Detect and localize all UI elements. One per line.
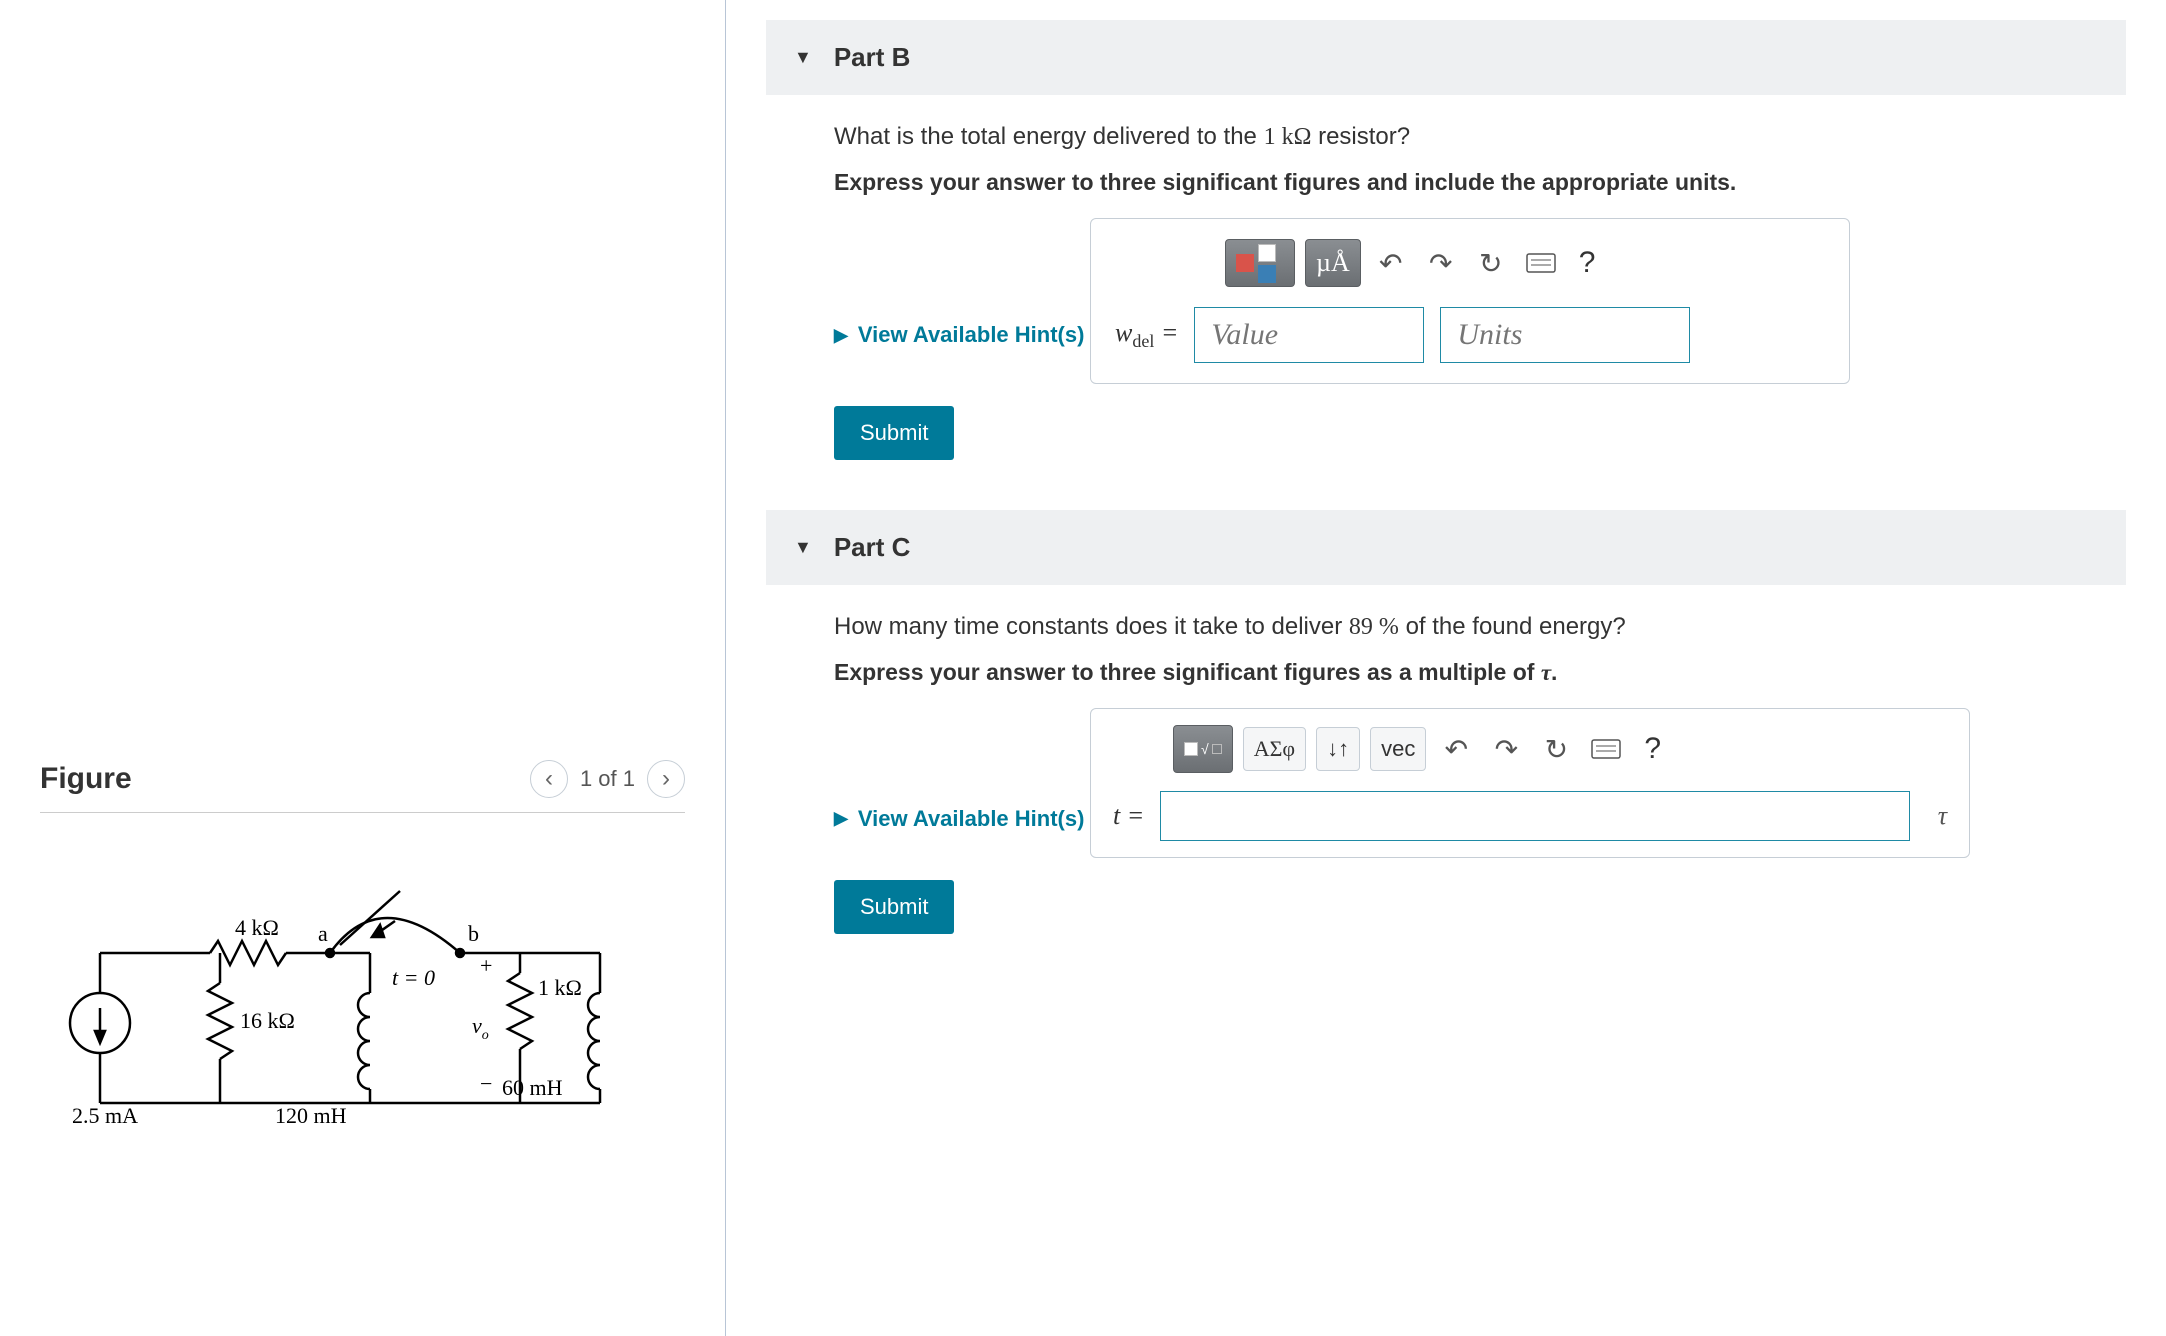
- l1-label: 120 mH: [275, 1103, 347, 1128]
- r3-label: 1 kΩ: [538, 975, 582, 1000]
- vector-button[interactable]: vec: [1370, 727, 1426, 771]
- part-c-body: How many time constants does it take to …: [766, 585, 2126, 944]
- part-b-input-row: wdel =: [1115, 307, 1825, 363]
- redo-icon: ↷: [1495, 733, 1518, 766]
- figure-prev-button[interactable]: ‹: [530, 760, 568, 798]
- keyboard-button[interactable]: [1521, 243, 1561, 283]
- units-icon: µÅ: [1316, 248, 1350, 278]
- redo-button[interactable]: ↷: [1486, 729, 1526, 769]
- subscript-button[interactable]: ↓↑: [1316, 727, 1360, 771]
- part-b-question: What is the total energy delivered to th…: [834, 123, 2098, 151]
- units-picker-button[interactable]: µÅ: [1305, 239, 1361, 287]
- reset-icon: ↻: [1479, 247, 1502, 280]
- r1-label: 4 kΩ: [235, 915, 279, 940]
- undo-icon: ↶: [1445, 733, 1468, 766]
- caret-right-icon: ▶: [834, 325, 848, 346]
- part-c-hints-link[interactable]: ▶ View Available Hint(s): [834, 806, 1084, 832]
- help-button[interactable]: ?: [1636, 732, 1669, 766]
- figure-header: Figure ‹ 1 of 1 ›: [40, 760, 685, 798]
- hints-label: View Available Hint(s): [858, 806, 1085, 832]
- part-b-toolbar: µÅ ↶ ↷ ↻ ?: [1225, 239, 1825, 287]
- undo-icon: ↶: [1379, 247, 1402, 280]
- vector-icon: vec: [1381, 736, 1415, 762]
- undo-button[interactable]: ↶: [1436, 729, 1476, 769]
- part-b-answer-box: µÅ ↶ ↷ ↻ ? wdel =: [1090, 218, 1850, 384]
- figure-divider: [40, 812, 685, 813]
- figure-pager: ‹ 1 of 1 ›: [530, 760, 685, 798]
- undo-button[interactable]: ↶: [1371, 243, 1411, 283]
- help-icon: ?: [1644, 732, 1661, 765]
- part-c-answer-box: √ ΑΣφ ↓↑ vec ↶ ↷ ↻ ? t = τ: [1090, 708, 1970, 858]
- part-c-header[interactable]: ▼ Part C: [766, 510, 2126, 585]
- redo-icon: ↷: [1429, 247, 1452, 280]
- figure-panel: Figure ‹ 1 of 1 ›: [0, 0, 725, 1336]
- vo-plus: +: [480, 953, 492, 978]
- r2-label: 16 kΩ: [240, 1008, 295, 1033]
- vo-label: vo: [472, 1013, 489, 1043]
- vo-minus: −: [480, 1071, 492, 1096]
- caret-right-icon: ▶: [834, 808, 848, 829]
- templates-button[interactable]: [1225, 239, 1295, 287]
- source-label: 2.5 mA: [72, 1103, 138, 1128]
- questions-panel: ▼ Part B What is the total energy delive…: [726, 0, 2166, 1336]
- part-b-units-input[interactable]: [1440, 307, 1690, 363]
- caret-down-icon: ▼: [794, 47, 812, 68]
- keyboard-icon: [1526, 253, 1556, 273]
- node-b-label: b: [468, 921, 479, 946]
- part-c-eq-label: t =: [1113, 801, 1144, 831]
- switch-time-label: t = 0: [392, 965, 435, 990]
- hints-label: View Available Hint(s): [858, 322, 1085, 348]
- keyboard-button[interactable]: [1586, 729, 1626, 769]
- circuit-diagram: 2.5 mA 4 kΩ 16 kΩ 120 mH a b t = 0 + vo …: [40, 873, 685, 1159]
- chevron-right-icon: ›: [662, 765, 670, 793]
- part-b-hints-link[interactable]: ▶ View Available Hint(s): [834, 322, 1084, 348]
- caret-down-icon: ▼: [794, 537, 812, 558]
- part-c-toolbar: √ ΑΣφ ↓↑ vec ↶ ↷ ↻ ?: [1173, 725, 1947, 773]
- figure-title: Figure: [40, 762, 132, 796]
- part-c-input-row: t = τ: [1113, 791, 1947, 841]
- keyboard-icon: [1591, 739, 1621, 759]
- part-b-eq-label: wdel =: [1115, 318, 1178, 352]
- reset-button[interactable]: ↻: [1471, 243, 1511, 283]
- figure-next-button[interactable]: ›: [647, 760, 685, 798]
- templates-icon: √: [1184, 741, 1222, 757]
- part-b-submit-button[interactable]: Submit: [834, 406, 954, 460]
- reset-button[interactable]: ↻: [1536, 729, 1576, 769]
- subscript-icon: ↓↑: [1327, 736, 1349, 762]
- part-b-instruction: Express your answer to three significant…: [834, 169, 2098, 196]
- figure-pager-text: 1 of 1: [580, 766, 635, 792]
- part-c-value-input[interactable]: [1160, 791, 1909, 841]
- part-b-body: What is the total energy delivered to th…: [766, 95, 2126, 470]
- templates-icon: [1236, 244, 1284, 283]
- templates-button[interactable]: √: [1173, 725, 1233, 773]
- part-c-question: How many time constants does it take to …: [834, 613, 2098, 641]
- node-a-label: a: [318, 921, 328, 946]
- part-b-header[interactable]: ▼ Part B: [766, 20, 2126, 95]
- greek-icon: ΑΣφ: [1254, 736, 1295, 762]
- l2-label: 60 mH: [502, 1075, 563, 1100]
- part-b-value-input[interactable]: [1194, 307, 1424, 363]
- help-icon: ?: [1579, 246, 1596, 279]
- part-c-title: Part C: [834, 532, 911, 563]
- part-c-instruction: Express your answer to three significant…: [834, 659, 2098, 686]
- reset-icon: ↻: [1545, 733, 1568, 766]
- chevron-left-icon: ‹: [545, 765, 553, 793]
- help-button[interactable]: ?: [1571, 246, 1604, 280]
- redo-button[interactable]: ↷: [1421, 243, 1461, 283]
- part-b-title: Part B: [834, 42, 911, 73]
- part-c-submit-button[interactable]: Submit: [834, 880, 954, 934]
- tau-suffix: τ: [1926, 801, 1947, 831]
- greek-button[interactable]: ΑΣφ: [1243, 727, 1306, 771]
